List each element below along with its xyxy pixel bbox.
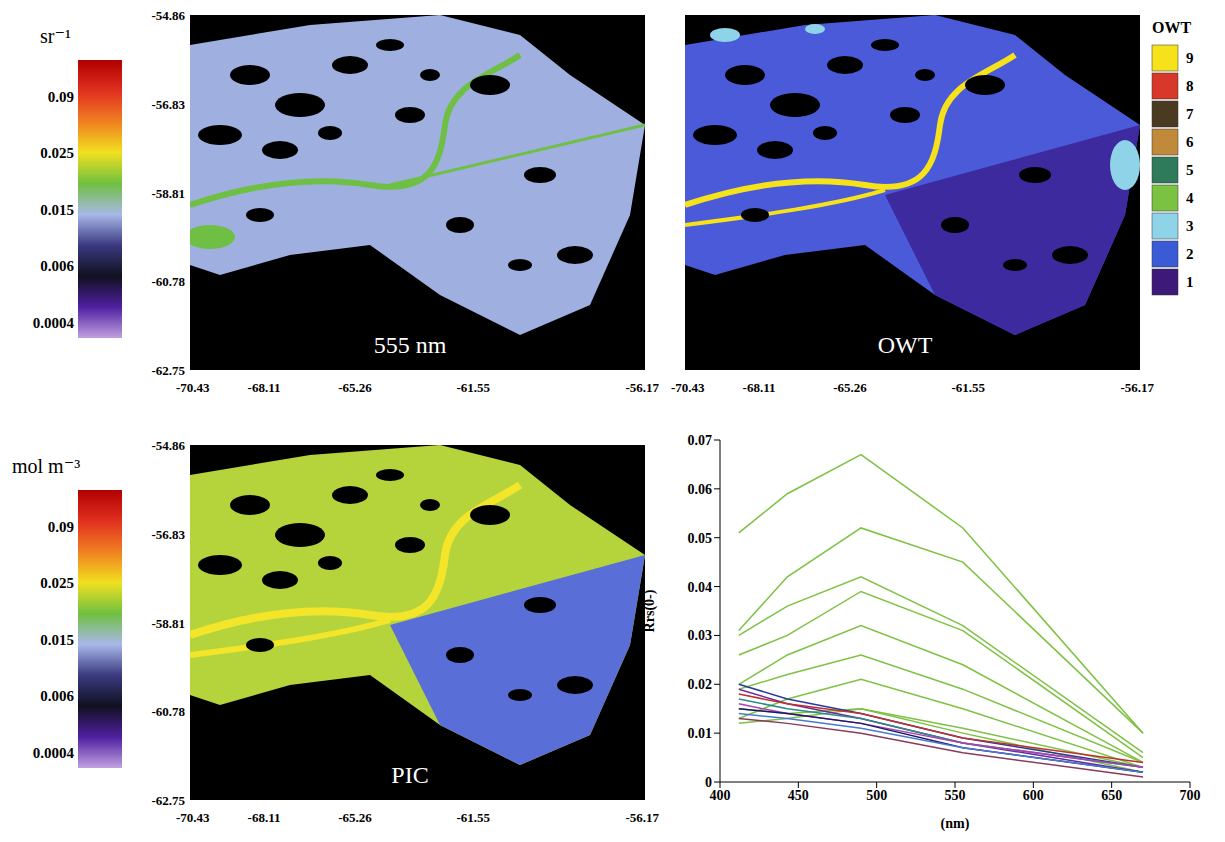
svg-text:-70.43: -70.43 xyxy=(176,810,210,825)
svg-text:-65.26: -65.26 xyxy=(338,810,372,825)
svg-text:0.09: 0.09 xyxy=(48,89,74,105)
svg-text:0.09: 0.09 xyxy=(48,519,74,535)
svg-text:7: 7 xyxy=(1186,106,1194,122)
svg-text:1: 1 xyxy=(1186,274,1194,290)
svg-text:OWT: OWT xyxy=(1152,19,1191,36)
svg-text:0.05: 0.05 xyxy=(688,531,713,546)
svg-text:0.006: 0.006 xyxy=(40,688,74,704)
svg-text:0.025: 0.025 xyxy=(40,575,74,591)
svg-text:-58.81: -58.81 xyxy=(151,186,185,201)
svg-text:(nm): (nm) xyxy=(941,816,970,832)
svg-text:OWT: OWT xyxy=(878,332,933,358)
svg-text:4: 4 xyxy=(1186,190,1194,206)
svg-text:-56.83: -56.83 xyxy=(151,97,185,112)
svg-text:0.006: 0.006 xyxy=(40,258,74,274)
svg-text:Rrs(0-): Rrs(0-) xyxy=(642,589,658,632)
svg-text:-62.75: -62.75 xyxy=(151,793,185,808)
svg-text:-54.86: -54.86 xyxy=(151,8,185,23)
svg-text:0.07: 0.07 xyxy=(688,433,713,448)
svg-text:-54.86: -54.86 xyxy=(151,438,185,453)
svg-text:PIC: PIC xyxy=(391,762,428,788)
svg-text:-58.81: -58.81 xyxy=(151,616,185,631)
svg-text:9: 9 xyxy=(1186,50,1194,66)
svg-text:sr⁻¹: sr⁻¹ xyxy=(40,25,71,47)
svg-text:3: 3 xyxy=(1186,218,1194,234)
svg-text:400: 400 xyxy=(710,788,731,803)
svg-text:650: 650 xyxy=(1101,788,1122,803)
svg-text:-68.11: -68.11 xyxy=(248,380,281,395)
svg-text:-61.55: -61.55 xyxy=(457,810,491,825)
svg-text:-70.43: -70.43 xyxy=(176,380,210,395)
svg-text:-68.11: -68.11 xyxy=(743,380,776,395)
svg-text:6: 6 xyxy=(1186,134,1194,150)
svg-text:555 nm: 555 nm xyxy=(374,332,447,358)
svg-text:600: 600 xyxy=(1023,788,1044,803)
svg-text:550: 550 xyxy=(945,788,966,803)
svg-text:450: 450 xyxy=(788,788,809,803)
svg-text:-60.78: -60.78 xyxy=(151,274,185,289)
svg-text:-65.26: -65.26 xyxy=(338,380,372,395)
svg-text:0.0004: 0.0004 xyxy=(33,745,75,761)
svg-text:8: 8 xyxy=(1186,78,1194,94)
svg-text:0.025: 0.025 xyxy=(40,145,74,161)
svg-text:0.015: 0.015 xyxy=(40,632,74,648)
svg-text:-68.11: -68.11 xyxy=(248,810,281,825)
svg-text:0: 0 xyxy=(705,775,712,790)
svg-text:0.01: 0.01 xyxy=(688,726,713,741)
svg-text:-56.83: -56.83 xyxy=(151,527,185,542)
svg-text:-70.43: -70.43 xyxy=(671,380,705,395)
svg-text:500: 500 xyxy=(866,788,887,803)
svg-text:0.06: 0.06 xyxy=(688,482,713,497)
svg-text:-61.55: -61.55 xyxy=(952,380,986,395)
svg-text:-61.55: -61.55 xyxy=(457,380,491,395)
svg-text:0.02: 0.02 xyxy=(688,677,713,692)
svg-text:mol m⁻³: mol m⁻³ xyxy=(12,455,80,477)
svg-text:-56.17: -56.17 xyxy=(625,810,659,825)
svg-text:5: 5 xyxy=(1186,162,1194,178)
svg-text:0.03: 0.03 xyxy=(688,628,713,643)
svg-text:-56.17: -56.17 xyxy=(625,380,659,395)
svg-text:2: 2 xyxy=(1186,246,1194,262)
svg-text:700: 700 xyxy=(1180,788,1201,803)
svg-text:-60.78: -60.78 xyxy=(151,704,185,719)
svg-text:-56.17: -56.17 xyxy=(1120,380,1154,395)
svg-text:0.04: 0.04 xyxy=(688,580,713,595)
svg-text:0.015: 0.015 xyxy=(40,202,74,218)
svg-text:-65.26: -65.26 xyxy=(833,380,867,395)
svg-text:0.0004: 0.0004 xyxy=(33,315,75,331)
svg-text:-62.75: -62.75 xyxy=(151,363,185,378)
